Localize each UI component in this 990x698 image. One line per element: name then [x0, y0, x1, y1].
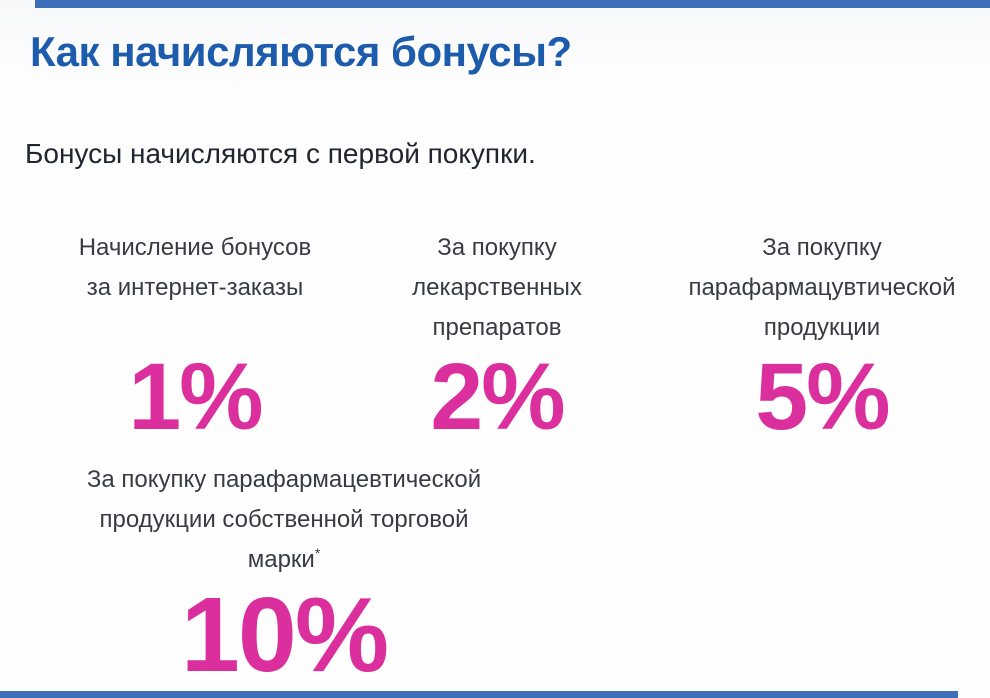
bonus-item-own-brand: За покупку парафармацевтической продукци…	[40, 460, 528, 688]
label-line-text: марки	[247, 546, 315, 573]
bonus-item-internet-orders: Начисление бонусов за интернет-заказы 1%	[40, 228, 350, 445]
footnote-asterisk: *	[314, 545, 321, 561]
label-line: лекарственных	[412, 274, 582, 301]
bonus-item-label: За покупку лекарственных препаратов	[372, 228, 622, 350]
label-line: продукции	[763, 314, 881, 341]
bonus-percent-value: 2%	[430, 344, 565, 450]
label-line: За покупку	[762, 234, 882, 261]
top-border-bar	[35, 0, 990, 8]
label-line: марки*	[40, 540, 528, 580]
label-line: за интернет-заказы	[86, 274, 304, 301]
label-line: За покупку парафармацевтической	[86, 466, 482, 493]
bonus-percent-value: 1%	[128, 344, 263, 450]
bonus-percent-value: 5%	[755, 344, 890, 450]
bonus-item-label: За покупку парафармацевтической продукци…	[40, 460, 528, 582]
page-title: Как начисляются бонусы?	[30, 28, 572, 75]
bottom-border-bar	[0, 691, 958, 698]
bonus-item-parapharmaceutical: За покупку парафармацувтической продукци…	[658, 228, 986, 445]
bonus-item-label: За покупку парафармацувтической продукци…	[658, 228, 986, 350]
intro-text: Бонусы начисляются с первой покупки.	[25, 138, 536, 169]
label-line: Начисление бонусов	[78, 234, 312, 261]
bonus-percent-value: 10%	[180, 576, 389, 694]
label-line: препаратов	[432, 314, 562, 341]
label-line: продукции собственной торговой	[99, 506, 469, 533]
label-line: парафармацувтической	[688, 274, 956, 301]
bonus-item-medicines: За покупку лекарственных препаратов 2%	[372, 228, 622, 445]
bonus-item-label: Начисление бонусов за интернет-заказы	[40, 228, 350, 350]
label-line: За покупку	[437, 234, 557, 261]
